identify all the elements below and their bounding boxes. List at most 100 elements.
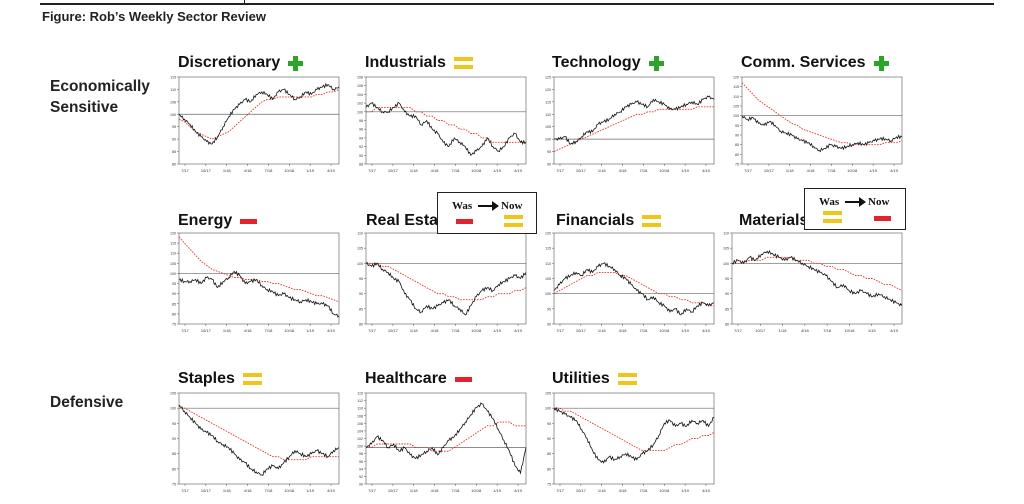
y-tick-label: 90 [735, 134, 739, 138]
x-tick-label: 4/19 [890, 328, 899, 333]
arrow-right-icon [478, 202, 499, 210]
y-tick-label: 100 [170, 113, 176, 117]
arrow-right-icon [845, 198, 866, 206]
y-tick-label: 110 [733, 95, 739, 99]
panel-title-text: Healthcare [365, 370, 447, 387]
x-tick-label: 10/18 [847, 168, 858, 173]
x-tick-label: 10/18 [659, 328, 670, 333]
y-tick-label: 100 [723, 262, 729, 266]
y-tick-label: 120 [545, 232, 551, 236]
performance-line [178, 270, 340, 318]
x-tick-label: 4/18 [244, 328, 253, 333]
y-tick-label: 100 [357, 110, 363, 114]
panel-title-text: Discretionary [178, 54, 281, 71]
x-tick-label: 7/17 [368, 168, 377, 173]
y-tick-label: 95 [359, 277, 363, 281]
y-tick-label: 110 [357, 232, 363, 236]
x-tick-label: 10/17 [201, 168, 212, 173]
y-tick-label: 90 [547, 323, 551, 327]
x-tick-label: 10/18 [471, 488, 482, 493]
moving-average-line [366, 262, 527, 301]
x-tick-label: 4/19 [514, 168, 523, 173]
y-tick-label: 115 [733, 85, 739, 89]
moving-average-line [553, 106, 714, 153]
y-tick-label: 106 [357, 422, 363, 426]
y-tick-label: 108 [357, 414, 363, 418]
x-tick-label: 1/19 [681, 328, 690, 333]
legend-materials: Was Now [804, 188, 906, 230]
x-tick-label: 10/18 [284, 328, 295, 333]
x-tick-label: 10/17 [576, 488, 587, 493]
x-tick-label: 1/19 [869, 168, 878, 173]
y-tick-label: 115 [545, 247, 551, 251]
x-tick-label: 4/19 [327, 488, 336, 493]
plot-frame [178, 392, 340, 485]
top-rule-tick [244, 0, 245, 5]
y-tick-label: 90 [547, 437, 551, 441]
x-tick-label: 4/18 [619, 168, 628, 173]
x-tick-label: 10/18 [659, 488, 670, 493]
y-tick-label: 94 [359, 467, 363, 471]
y-tick-label: 88 [359, 163, 363, 167]
legend-now: Now [501, 200, 523, 212]
y-tick-label: 125 [545, 76, 551, 80]
x-tick-label: 4/18 [619, 328, 628, 333]
x-tick-label: 4/19 [890, 168, 899, 173]
panel-title-text: Utilities [552, 370, 610, 387]
x-tick-label: 1/18 [779, 328, 788, 333]
chart-discretionary: 115 110 106 100 95 90 85 80 7/17 10/17 1/18 4/18 7/1… [170, 76, 340, 173]
performance-line [178, 82, 340, 145]
y-tick-label: 85 [172, 150, 176, 154]
x-tick-label: 1/18 [223, 488, 232, 493]
y-tick-label: 115 [170, 76, 176, 80]
x-tick-label: 10/18 [659, 168, 670, 173]
chart-industrials: 108 106 104 102 100 98 96 94 92 90 88 7/17 10/17 1/18… [357, 76, 527, 173]
plot-frame [178, 76, 340, 165]
moving-average-line [732, 256, 903, 292]
x-tick-label: 4/19 [702, 488, 711, 493]
y-tick-label: 95 [172, 282, 176, 286]
performance-line [741, 115, 903, 153]
panel-title-text: Energy [178, 212, 233, 229]
x-tick-label: 10/17 [576, 168, 587, 173]
y-tick-label: 85 [359, 307, 363, 311]
performance-line [365, 261, 527, 316]
row-label-defensive: Defensive [50, 394, 124, 411]
y-tick-label: 102 [357, 102, 363, 106]
row-label-line: Sensitive [50, 99, 119, 116]
x-tick-label: 1/19 [868, 328, 877, 333]
x-tick-label: 1/18 [223, 168, 232, 173]
y-tick-label: 105 [545, 277, 551, 281]
x-tick-label: 7/17 [556, 328, 565, 333]
moving-average-line [366, 106, 526, 143]
y-tick-label: 85 [172, 452, 176, 456]
performance-line [553, 406, 715, 464]
x-tick-label: 10/17 [388, 168, 399, 173]
y-tick-label: 108 [357, 76, 363, 80]
plus-icon [873, 55, 889, 71]
minus-icon [874, 216, 891, 221]
panel-title-text: Technology [552, 54, 641, 71]
y-tick-label: 85 [725, 307, 729, 311]
y-tick-label: 100 [170, 407, 176, 411]
panel-title-staples: Staples [178, 370, 262, 388]
y-tick-label: 95 [547, 307, 551, 311]
x-tick-label: 1/18 [410, 488, 419, 493]
equal-icon [504, 215, 523, 227]
y-tick-label: 90 [359, 483, 363, 487]
y-tick-label: 98 [359, 119, 363, 123]
moving-average-line [554, 407, 715, 452]
y-tick-label: 75 [735, 163, 739, 167]
y-tick-label: 100 [545, 292, 551, 296]
panel-title-text: Industrials [365, 54, 446, 71]
y-tick-label: 110 [545, 262, 551, 266]
panel-title-discretionary: Discretionary [178, 54, 304, 72]
y-tick-label: 75 [547, 483, 551, 487]
x-tick-label: 10/18 [471, 168, 482, 173]
moving-average-line [178, 88, 340, 140]
panel-title-text: Materials [739, 212, 809, 229]
minus-icon [454, 376, 472, 382]
x-tick-label: 7/18 [265, 168, 274, 173]
plus-icon [648, 55, 664, 71]
x-tick-label: 4/19 [702, 168, 711, 173]
